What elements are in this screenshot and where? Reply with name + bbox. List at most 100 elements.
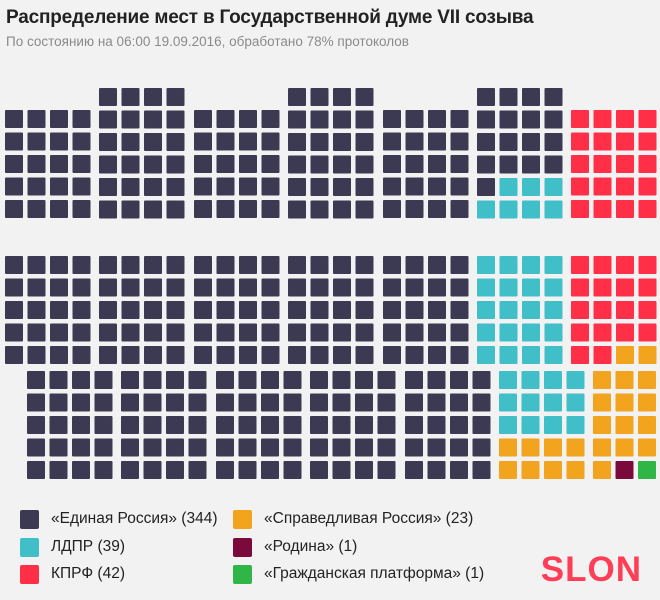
seat-square	[50, 278, 68, 297]
seat-square	[615, 461, 634, 479]
seat-square	[166, 88, 185, 106]
seat-square	[27, 461, 45, 479]
seat-square	[477, 110, 495, 129]
seat-square	[544, 110, 563, 129]
seat-square	[571, 155, 589, 173]
seat-square	[450, 110, 469, 128]
seat-square	[638, 110, 657, 128]
seat-square	[27, 110, 46, 128]
seat-square	[99, 278, 117, 297]
seat-square	[166, 155, 185, 174]
seat-square	[450, 132, 469, 151]
seat-square	[5, 155, 23, 173]
seat-square	[333, 200, 351, 219]
seat-square	[5, 177, 23, 196]
seat-square	[428, 132, 446, 151]
seat-square	[239, 200, 257, 218]
seat-square	[121, 371, 139, 389]
seat-square	[310, 371, 328, 389]
seat-square	[499, 461, 517, 479]
seat-square	[99, 133, 117, 151]
seat-square	[405, 393, 423, 412]
seat-square	[5, 200, 23, 218]
seat-square	[261, 346, 280, 364]
seat-square	[288, 178, 306, 196]
seat-square	[450, 461, 468, 479]
seat-square	[405, 416, 423, 434]
seat-square	[310, 278, 329, 297]
seat-square	[121, 416, 139, 434]
seat-square	[49, 393, 68, 412]
seat-square	[50, 132, 68, 151]
seat-square	[472, 438, 491, 457]
seat-square	[522, 88, 540, 106]
seat-square	[27, 371, 45, 389]
seat-square	[194, 346, 212, 364]
seat-square	[194, 132, 212, 151]
seat-square	[544, 438, 562, 457]
seat-square	[216, 416, 234, 434]
seat-square	[499, 88, 518, 106]
seat-square	[72, 416, 90, 434]
seat-square	[216, 155, 235, 173]
seat-square	[72, 346, 91, 364]
seat-square	[72, 132, 91, 151]
seat-square	[194, 177, 212, 196]
seat-square	[405, 256, 424, 274]
seat-square	[27, 301, 46, 319]
seat-square	[121, 133, 140, 151]
seat-square	[377, 393, 396, 412]
seat-square	[383, 256, 401, 274]
seat-square	[638, 278, 657, 297]
seat-square	[239, 256, 257, 274]
seat-square	[477, 256, 495, 274]
seat-square	[499, 110, 518, 129]
seat-square	[216, 301, 235, 319]
seat-square	[239, 155, 257, 173]
seat-square	[261, 461, 279, 479]
seat-square	[571, 200, 589, 218]
seat-square	[499, 393, 517, 412]
seat-square	[405, 278, 424, 297]
seat-square	[50, 346, 68, 364]
seat-square	[194, 256, 212, 274]
seat-square	[450, 155, 469, 173]
seat-square	[216, 346, 235, 364]
seat-square	[427, 461, 446, 479]
seat-square	[72, 155, 91, 173]
seat-square	[121, 155, 140, 174]
seat-square	[638, 393, 656, 412]
seat-square	[143, 393, 162, 412]
seat-square	[166, 110, 185, 129]
seat-square	[638, 416, 656, 434]
seat-square	[239, 323, 257, 342]
seat-square	[144, 88, 162, 106]
seat-square	[27, 256, 46, 274]
seat-square	[499, 301, 518, 319]
seat-square	[522, 155, 540, 174]
seat-square	[121, 278, 140, 297]
seat-square	[405, 177, 424, 196]
seat-square	[72, 177, 91, 196]
seat-square	[638, 256, 657, 274]
seat-square	[499, 323, 518, 342]
seat-square	[288, 155, 306, 174]
seat-square	[615, 416, 634, 434]
seat-square	[99, 88, 117, 106]
seat-square	[144, 278, 162, 297]
seat-square	[72, 256, 91, 274]
seat-square	[5, 301, 23, 319]
seat-square	[188, 438, 207, 457]
seat-square	[50, 256, 68, 274]
seat-square	[377, 416, 396, 434]
seat-square	[99, 110, 117, 129]
seat-square	[166, 438, 184, 457]
seat-square	[428, 110, 446, 128]
seat-square	[166, 371, 184, 389]
seat-square	[333, 346, 351, 364]
seat-square	[450, 416, 468, 434]
seat-square	[50, 110, 68, 128]
seat-square	[144, 256, 162, 274]
seat-square	[283, 461, 302, 479]
seat-square	[638, 132, 657, 151]
